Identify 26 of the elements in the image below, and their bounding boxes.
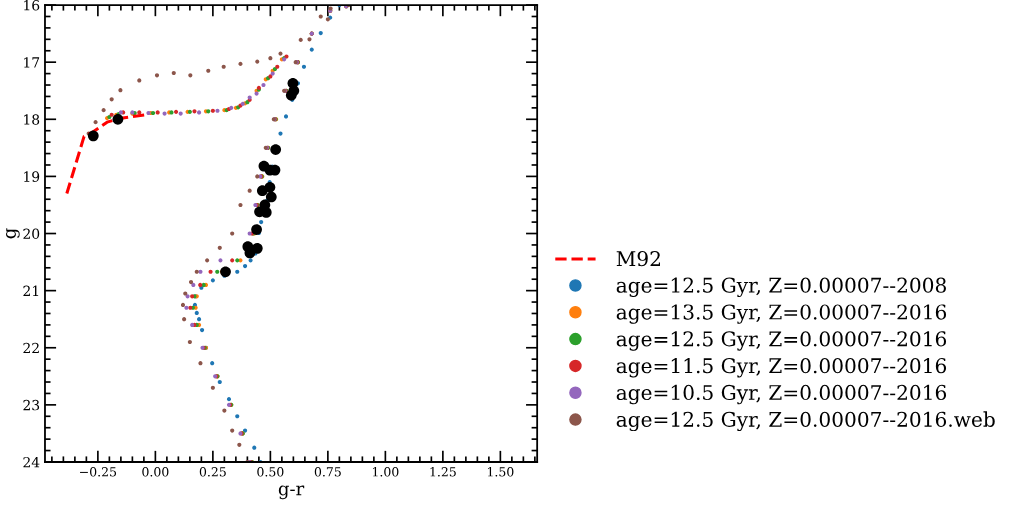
- x-tick-label: 0.25: [199, 467, 226, 477]
- x-axis-title: g-r: [278, 485, 305, 500]
- x-tick-label: 0.00: [142, 467, 169, 477]
- y-tick-label: 19: [24, 171, 40, 182]
- legend-label: age=12.5 Gyr, Z=0.00007--2008: [616, 277, 946, 297]
- x-tick-label: 0.50: [257, 467, 284, 477]
- x-tick-label: 1.00: [372, 467, 399, 477]
- y-tick-label: 18: [24, 114, 40, 125]
- x-tick-label: 1.50: [487, 467, 514, 477]
- x-tick-label: 0.75: [314, 467, 341, 477]
- legend-label: age=12.5 Gyr, Z=0.00007--2016.web: [616, 411, 995, 432]
- y-tick-label: 23: [23, 399, 40, 411]
- x-tick-label: 1.25: [430, 467, 456, 477]
- y-tick-label: 22: [23, 342, 39, 354]
- legend-label: age=11.5 Gyr, Z=0.00007--2016: [616, 358, 947, 378]
- y-tick-label: 21: [23, 285, 39, 296]
- y-tick-label: 24: [23, 456, 40, 468]
- x-tick-label: −0.25: [80, 467, 117, 477]
- y-tick-label: 17: [24, 57, 40, 68]
- y-tick-label: 16: [24, 0, 40, 11]
- legend-label: age=13.5 Gyr, Z=0.00007--2016: [616, 304, 947, 324]
- legend-label: age=10.5 Gyr, Z=0.00007--2016: [616, 384, 947, 405]
- legend-label: age=12.5 Gyr, Z=0.00007--2016: [616, 331, 947, 351]
- y-axis-title: g: [6, 228, 20, 239]
- legend-label: M92: [616, 251, 660, 267]
- y-tick-label: 20: [23, 228, 40, 239]
